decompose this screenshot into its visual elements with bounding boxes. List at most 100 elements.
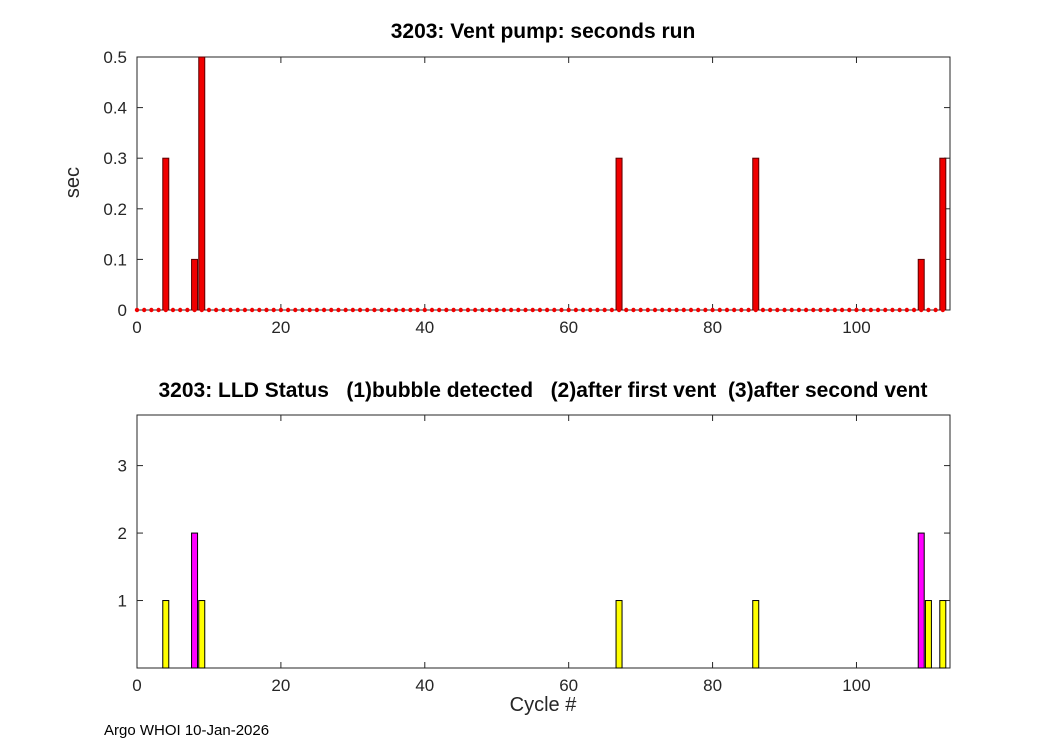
lld-status-title: 3203: LLD Status (1)bubble detected (2)a… bbox=[158, 379, 928, 402]
y-tick-label: 0.1 bbox=[103, 250, 127, 269]
zero-marker bbox=[566, 307, 571, 313]
bar bbox=[198, 600, 206, 669]
bar bbox=[162, 600, 170, 669]
bar bbox=[924, 600, 932, 669]
zero-marker bbox=[386, 307, 392, 313]
zero-marker bbox=[883, 307, 888, 313]
zero-marker bbox=[652, 307, 658, 313]
zero-marker bbox=[868, 307, 874, 313]
zero-marker bbox=[731, 307, 737, 313]
bar bbox=[752, 600, 760, 669]
zero-marker bbox=[163, 307, 168, 313]
zero-marker bbox=[177, 307, 183, 313]
zero-marker bbox=[559, 307, 564, 313]
x-tick-label: 20 bbox=[271, 318, 290, 337]
zero-marker bbox=[285, 307, 291, 313]
zero-marker bbox=[415, 307, 420, 313]
x-tick-label: 100 bbox=[842, 318, 870, 337]
zero-marker bbox=[321, 307, 327, 313]
zero-marker bbox=[624, 307, 629, 313]
zero-marker bbox=[609, 307, 615, 313]
zero-marker bbox=[444, 307, 449, 313]
zero-marker bbox=[911, 307, 917, 313]
zero-marker bbox=[595, 307, 600, 313]
zero-marker bbox=[739, 307, 744, 313]
zero-marker bbox=[760, 307, 766, 313]
zero-marker bbox=[523, 307, 528, 313]
zero-marker bbox=[408, 307, 413, 313]
zero-marker bbox=[465, 307, 471, 313]
zero-marker bbox=[379, 307, 384, 313]
zero-marker bbox=[336, 307, 341, 313]
bar bbox=[615, 600, 623, 669]
zero-marker bbox=[242, 307, 248, 313]
zero-marker bbox=[926, 307, 931, 313]
zero-marker bbox=[429, 307, 435, 313]
zero-marker bbox=[753, 307, 758, 313]
x-tick-label: 60 bbox=[559, 318, 578, 337]
zero-marker bbox=[257, 307, 262, 313]
vent-pump-title: 3203: Vent pump: seconds run bbox=[390, 20, 696, 43]
zero-marker bbox=[667, 307, 672, 313]
bar bbox=[191, 532, 199, 669]
zero-marker bbox=[775, 307, 780, 313]
zero-marker bbox=[199, 307, 204, 313]
zero-marker bbox=[789, 307, 794, 313]
zero-marker bbox=[832, 307, 838, 313]
y-tick-label: 0.4 bbox=[103, 99, 127, 118]
zero-marker bbox=[847, 307, 852, 313]
zero-marker bbox=[710, 307, 715, 313]
zero-marker bbox=[365, 307, 370, 313]
zero-marker bbox=[293, 307, 298, 313]
watermark-text: Argo WHOI 10-Jan-2026 bbox=[104, 722, 270, 739]
zero-marker bbox=[235, 307, 240, 313]
x-axis-label-cycle: Cycle # bbox=[509, 694, 577, 716]
y-tick-label: 0.3 bbox=[103, 149, 127, 168]
zero-marker bbox=[357, 307, 363, 313]
bar bbox=[939, 157, 947, 311]
zero-marker bbox=[264, 307, 269, 313]
x-tick-label: 40 bbox=[415, 318, 434, 337]
zero-marker bbox=[724, 307, 730, 313]
bar bbox=[191, 258, 199, 311]
zero-marker bbox=[271, 307, 276, 313]
zero-marker bbox=[307, 307, 312, 313]
zero-marker bbox=[156, 307, 161, 313]
zero-marker bbox=[688, 307, 694, 313]
zero-marker bbox=[904, 307, 910, 313]
zero-marker bbox=[645, 307, 651, 313]
zero-marker bbox=[329, 307, 334, 313]
zero-marker bbox=[170, 307, 176, 313]
x-tick-label: 80 bbox=[703, 318, 722, 337]
zero-marker bbox=[494, 307, 499, 313]
zero-marker bbox=[393, 307, 399, 313]
bar bbox=[917, 258, 925, 311]
zero-marker bbox=[717, 307, 722, 313]
x-tick-label: 80 bbox=[703, 676, 722, 695]
zero-marker bbox=[875, 307, 881, 313]
zero-marker bbox=[458, 307, 463, 313]
zero-marker bbox=[933, 307, 938, 313]
y-tick-label: 0 bbox=[118, 301, 127, 320]
zero-marker bbox=[516, 307, 521, 313]
x-tick-label: 0 bbox=[132, 676, 141, 695]
bar bbox=[162, 157, 170, 311]
zero-marker bbox=[825, 307, 830, 313]
y-tick-label: 1 bbox=[118, 592, 127, 611]
zero-marker bbox=[703, 307, 708, 313]
y-tick-label: 0.2 bbox=[103, 200, 127, 219]
bar bbox=[917, 532, 925, 669]
zero-marker bbox=[803, 307, 809, 313]
zero-marker bbox=[919, 307, 924, 313]
zero-marker bbox=[638, 307, 643, 313]
zero-marker bbox=[544, 307, 550, 313]
y-tick-label: 3 bbox=[118, 457, 127, 476]
zero-marker bbox=[221, 307, 226, 313]
zero-marker bbox=[480, 307, 485, 313]
zero-marker bbox=[422, 307, 427, 313]
zero-marker bbox=[314, 307, 320, 313]
zero-marker bbox=[149, 307, 154, 313]
zero-marker bbox=[537, 307, 543, 313]
